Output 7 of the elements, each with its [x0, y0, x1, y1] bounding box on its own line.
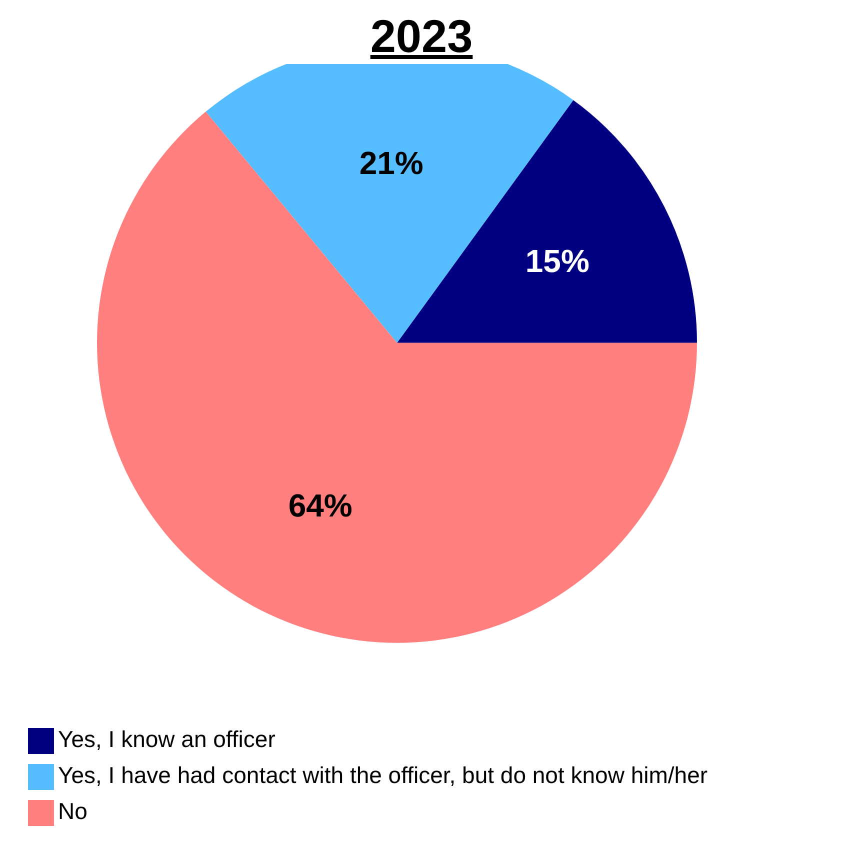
legend-label: No — [58, 798, 88, 824]
legend-label: Yes, I have had contact with the officer, but do not know him/her — [58, 762, 708, 788]
data-label: 15% — [525, 243, 590, 280]
chart-title: 2023 — [369, 9, 474, 64]
data-label: 21% — [359, 144, 424, 181]
legend-label: Yes, I know an officer — [58, 726, 276, 752]
data-label: 64% — [288, 488, 352, 524]
